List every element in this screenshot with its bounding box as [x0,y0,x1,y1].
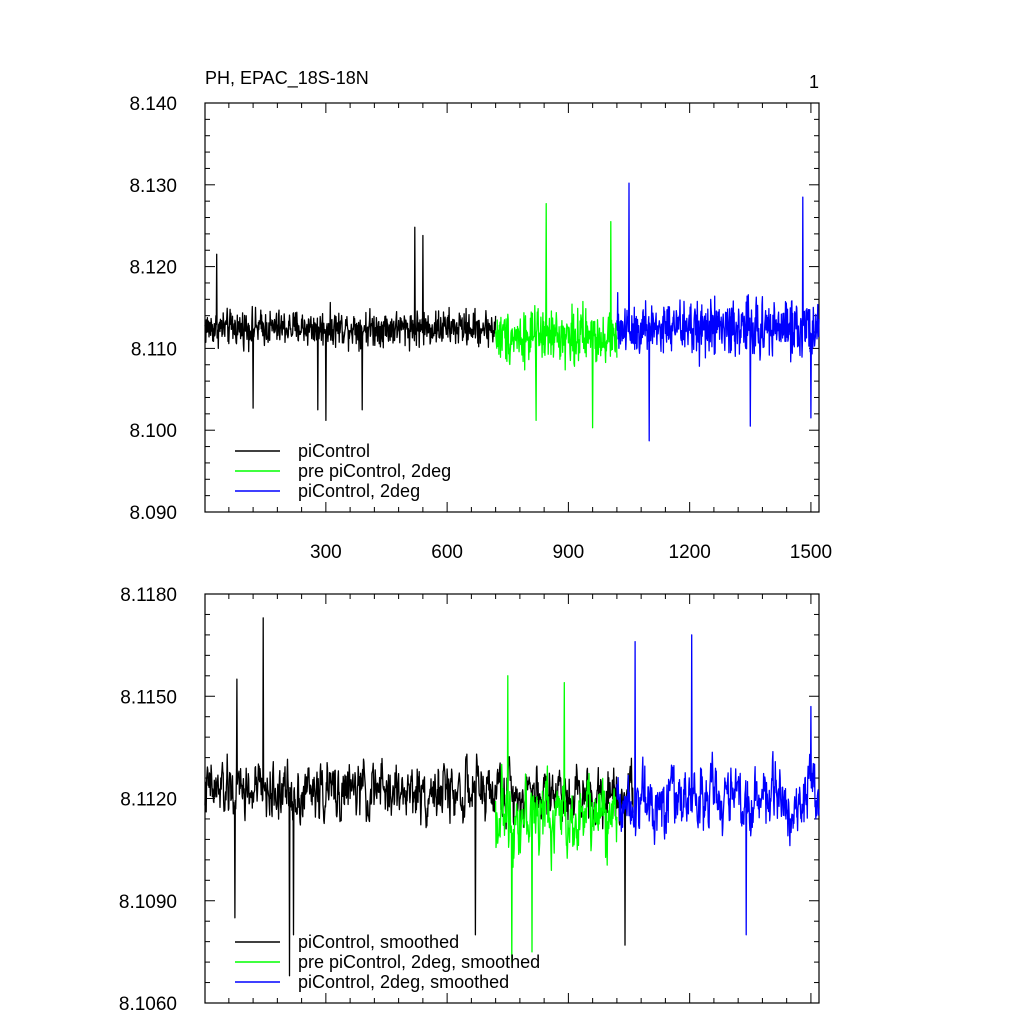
bottom-series-line-1 [494,675,618,963]
top-xtick-label: 300 [310,542,342,563]
bottom-panel: 8.1060 8.1090 8.1120 8.1150 8.1180 piControl… [119,585,820,1015]
top-axis-ticks: 8.090 8.100 8.110 8.120 8.130 8.140 300 600 900 1… [129,94,832,563]
top-xtick-label: 900 [553,542,585,563]
bottom-ytick-label: 8.1180 [120,585,177,606]
top-series-line-2 [616,182,820,442]
top-series-group [204,182,820,442]
bottom-ytick-label: 8.1150 [120,687,177,708]
bottom-legend-label-2: piControl, 2deg, smoothed [298,972,509,992]
bottom-legend: piControl, smoothed pre piControl, 2deg,… [235,932,540,992]
top-xtick-label: 1200 [669,542,711,563]
top-ytick-label: 8.130 [129,176,177,197]
top-xtick-label: 600 [431,542,463,563]
top-legend-label-0: piControl [298,441,370,461]
top-plot-frame [204,102,820,513]
top-series-line-1 [494,202,618,429]
top-ytick-label: 8.090 [129,503,177,524]
top-legend-label-1: pre piControl, 2deg [298,461,451,481]
top-panel-number: 1 [809,72,819,92]
top-legend: piControl pre piControl, 2deg piControl,… [235,441,451,501]
top-plot-title: PH, EPAC_18S-18N [205,68,369,89]
top-ytick-label: 8.120 [129,258,177,279]
top-series-line-0 [204,226,497,422]
bottom-ytick-label: 8.1060 [119,994,177,1015]
top-legend-label-2: piControl, 2deg [298,481,420,501]
top-panel: PH, EPAC_18S-18N 1 8.0908.1008.1108.1208… [129,68,832,563]
bottom-series-line-2 [616,634,820,936]
top-xtick-label: 1500 [790,542,832,563]
bottom-legend-label-0: piControl, smoothed [298,932,459,952]
top-ytick-label: 8.100 [129,421,177,442]
top-ytick-label: 8.110 [131,339,177,360]
bottom-series-line-0 [204,617,634,977]
top-ytick-label: 8.140 [129,94,177,115]
bottom-axis-ticks: 8.1060 8.1090 8.1120 8.1150 8.1180 [119,585,819,1015]
bottom-ytick-label: 8.1120 [120,790,177,811]
bottom-series-group [204,617,820,977]
bottom-legend-label-1: pre piControl, 2deg, smoothed [298,952,540,972]
bottom-ytick-label: 8.1090 [119,892,177,913]
